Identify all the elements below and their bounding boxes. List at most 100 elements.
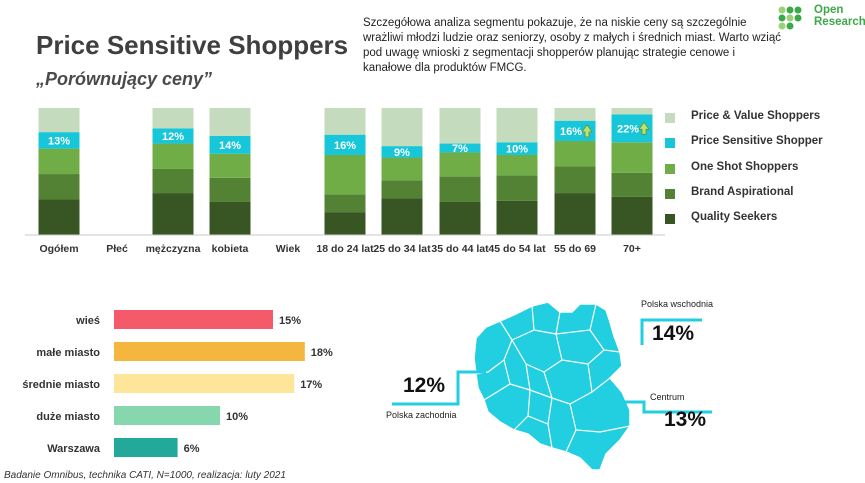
bar-segment <box>38 199 80 235</box>
bar-segment <box>209 153 251 178</box>
bar-segment <box>496 142 538 155</box>
page-title: Price Sensitive Shoppers <box>36 30 349 60</box>
bar-segment <box>496 108 538 143</box>
logo-line-1: Open <box>814 4 844 16</box>
bar-segment <box>439 176 481 202</box>
category-label: Płeć <box>106 243 128 255</box>
bar-segment <box>38 174 80 200</box>
bar-segment <box>554 108 596 121</box>
region-label-center: Centrum <box>650 392 685 402</box>
hbar-category-label: duże miasto <box>36 411 100 423</box>
bar-segment <box>611 108 653 115</box>
leader-line-center <box>620 400 712 414</box>
legend-swatch <box>665 214 675 224</box>
bar-segment <box>324 134 366 155</box>
legend-label: Price & Value Shoppers <box>691 110 821 122</box>
leader-line-west <box>392 370 486 406</box>
hbar <box>114 374 295 393</box>
bar-segment <box>152 193 194 235</box>
bar-segment <box>324 108 366 135</box>
region-label-west: Polska zachodnia <box>386 410 457 420</box>
category-label: 55 do 69 <box>554 243 596 255</box>
category-label: Wiek <box>276 243 301 255</box>
hbar-category-label: średnie miasto <box>22 379 100 391</box>
bar-segment <box>611 196 653 235</box>
data-label: 22% <box>617 123 639 135</box>
hbar-value-label: 15% <box>279 315 301 327</box>
bar-segment <box>554 141 596 167</box>
category-label: 18 do 24 lat <box>316 243 374 255</box>
hbar-value-label: 17% <box>300 379 322 391</box>
region-value-center: 13% <box>664 408 707 431</box>
data-label: 10% <box>506 144 528 156</box>
bar-segment <box>381 146 423 158</box>
bar-segment <box>152 128 194 144</box>
data-label: 16% <box>334 140 356 152</box>
bar-segment <box>381 108 423 147</box>
segment-stacked-bar-chart: 13% Ogółem Płeć 12% mężczyzna 14% kobieta Wiek 1… <box>38 108 653 255</box>
up-arrow-icon <box>638 121 650 135</box>
bar-segment <box>209 135 251 154</box>
region-label-east: Polska wschodnia <box>641 299 714 309</box>
bar-segment <box>209 201 251 235</box>
hbar-category-label: wieś <box>75 315 100 327</box>
hbar-category-label: małe miasto <box>36 347 100 359</box>
bar-segment <box>439 108 481 144</box>
hbar <box>114 342 305 361</box>
bar-segment <box>439 152 481 177</box>
footer-note: Badanie Omnibus, technika CATI, N=1000, … <box>4 470 286 481</box>
hbar-value-label: 18% <box>311 347 333 359</box>
category-label: kobieta <box>212 243 249 255</box>
data-label: 12% <box>162 131 184 143</box>
bar-segment <box>439 201 481 235</box>
legend-label: Price Sensitive Shopper <box>691 135 823 147</box>
bar-segment <box>554 193 596 235</box>
category-label: 45 do 54 lat <box>488 243 546 255</box>
hbar <box>114 438 178 457</box>
legend-label: One Shot Shoppers <box>691 161 799 173</box>
logo-text: Open Research <box>814 4 865 28</box>
leader-line-east <box>640 318 702 345</box>
bar-segment <box>209 177 251 202</box>
bar-segment <box>496 200 538 235</box>
bar-segment <box>381 198 423 235</box>
logo-line-2: Research <box>814 16 865 28</box>
voivodeship-borders <box>475 303 631 453</box>
data-label: 16% <box>560 126 582 138</box>
category-label: 25 do 34 lat <box>373 243 431 255</box>
bar-segment <box>152 143 194 169</box>
poland-map-shape <box>473 301 631 471</box>
hbar-value-label: 10% <box>226 411 248 423</box>
hbar <box>114 310 273 329</box>
data-label: 13% <box>48 135 70 147</box>
data-label: 9% <box>394 147 410 159</box>
hbar <box>114 406 220 425</box>
dots-logo-icon <box>778 6 802 30</box>
bar-segment <box>381 180 423 199</box>
category-label: mężczyzna <box>146 243 201 255</box>
bar-segment <box>381 157 423 181</box>
legend-label: Brand Aspirational <box>691 186 794 198</box>
legend-swatch <box>665 113 675 123</box>
city-size-bar-chart: wieś 15% małe miasto 18% średnie miasto 17% du… <box>22 310 333 457</box>
bar-segment <box>152 168 194 194</box>
intro-text: Szczegółowa analiza segmentu pokazuje, ż… <box>363 17 781 74</box>
bar-segment <box>209 108 251 136</box>
bar-segment <box>611 142 653 173</box>
bar-segment <box>324 194 366 213</box>
page-subtitle: „Porównujący ceny” <box>36 69 213 89</box>
bar-segment <box>38 132 80 149</box>
bar-segment <box>152 108 194 129</box>
bar-segment <box>324 212 366 235</box>
region-value-west: 12% <box>403 374 446 397</box>
category-label: 35 do 44 lat <box>431 243 489 255</box>
legend-label: Quality Seekers <box>691 211 778 223</box>
bar-segment <box>38 148 80 175</box>
legend-swatch <box>665 138 675 148</box>
legend-swatch <box>665 164 675 174</box>
bar-segment <box>324 154 366 195</box>
region-value-east: 14% <box>652 322 695 345</box>
bar-segment <box>554 166 596 194</box>
up-arrow-icon <box>581 124 593 138</box>
category-label: 70+ <box>623 243 641 255</box>
